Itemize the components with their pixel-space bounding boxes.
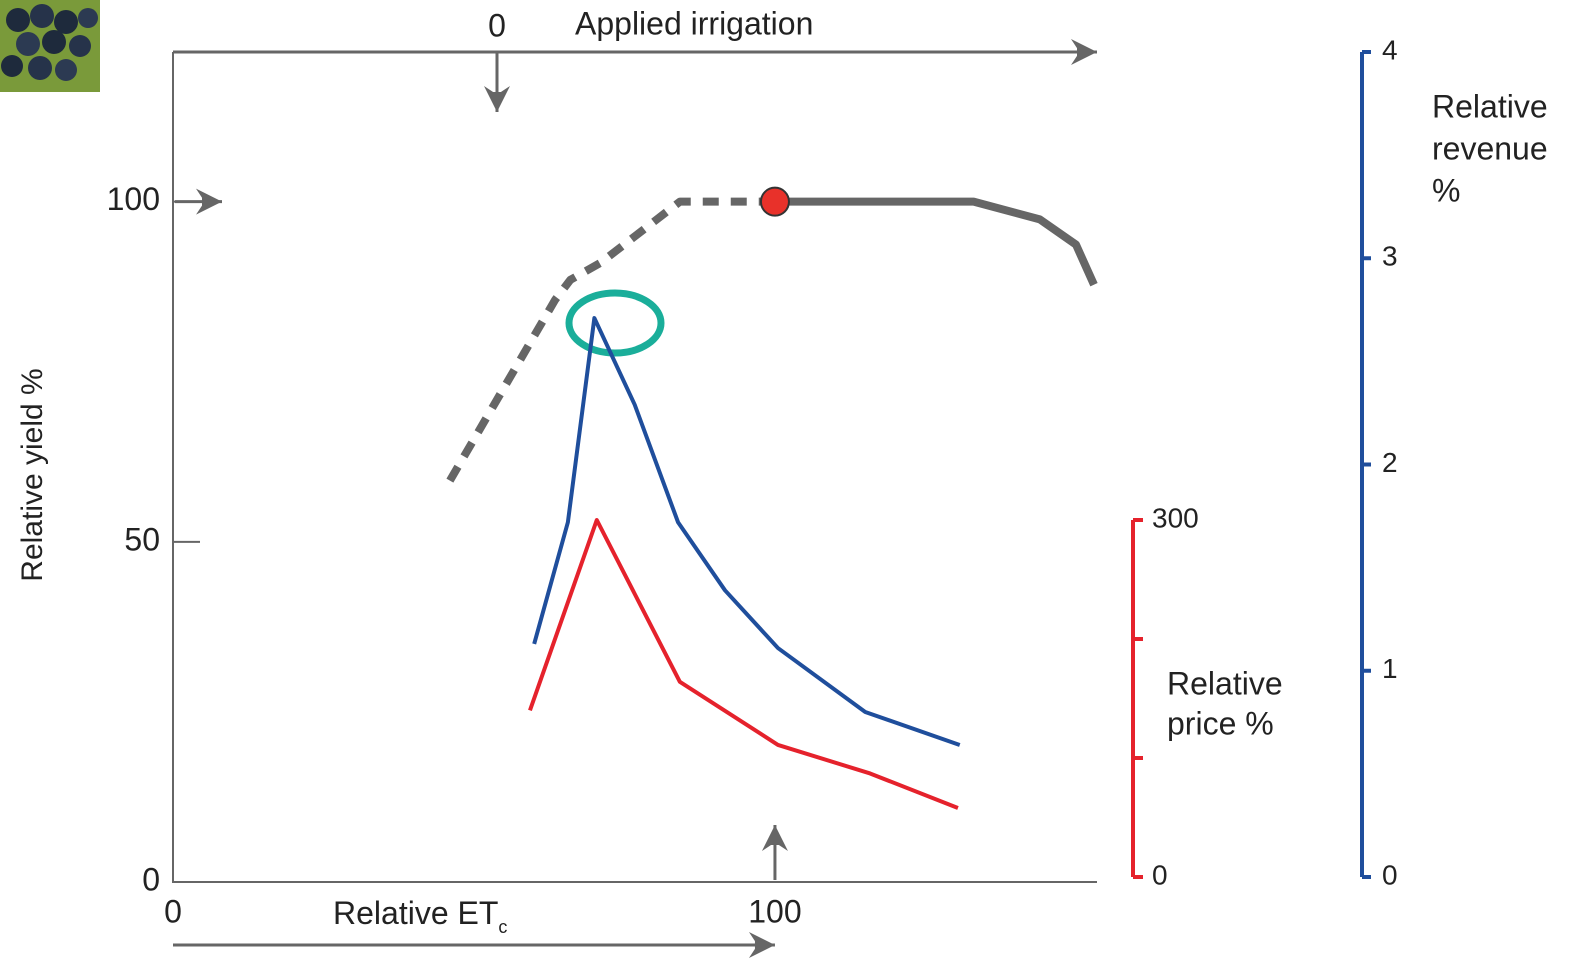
y-tick-label: 100: [107, 181, 160, 217]
y2-axis-label: Relative: [1432, 88, 1548, 124]
y2-axis-label: %: [1432, 172, 1460, 208]
top-tick-label: 0: [488, 7, 506, 43]
series-line: [446, 197, 775, 483]
y2-tick-label: 4: [1382, 34, 1398, 65]
highlight-ellipse: [565, 289, 665, 357]
y-tick-label: 50: [124, 521, 160, 557]
y2-axis-label: revenue: [1432, 130, 1548, 166]
y2-tick-label: 1: [1382, 653, 1398, 684]
y3-axis-label: Relative: [1167, 665, 1283, 701]
x-axis-label: Relative ETc: [333, 895, 507, 936]
thumbnail: [0, 0, 100, 92]
top-axis-label: Applied irrigation: [575, 5, 813, 41]
marker-point: [759, 186, 790, 217]
y3-axis-label: price %: [1167, 705, 1274, 741]
y2-tick-label: 3: [1382, 241, 1398, 272]
y2-tick-label: 0: [1382, 859, 1398, 890]
top-axis-arrow-head: [1071, 39, 1097, 65]
x-axis-label-main: Relative ET: [333, 895, 498, 931]
series-line: [774, 197, 1098, 287]
et-bottom-arrow-head: [748, 932, 775, 958]
et-100-arrow-head: [761, 825, 788, 851]
y-axis-label: Relative yield %: [16, 368, 49, 581]
yield-100-arrow-head: [196, 188, 222, 215]
y3-tick-label: 0: [1152, 859, 1168, 890]
y2-tick-label: 2: [1382, 447, 1398, 478]
y-tick-label: 0: [142, 861, 160, 897]
x-axis-label-sub: c: [498, 917, 507, 937]
series-line: [532, 316, 961, 747]
y3-tick-label: 300: [1152, 502, 1199, 533]
x-tick-label: 0: [164, 893, 182, 929]
top-tick-arrow-head: [484, 86, 510, 112]
series-line: [528, 518, 959, 810]
x-tick-label: 100: [748, 893, 801, 929]
